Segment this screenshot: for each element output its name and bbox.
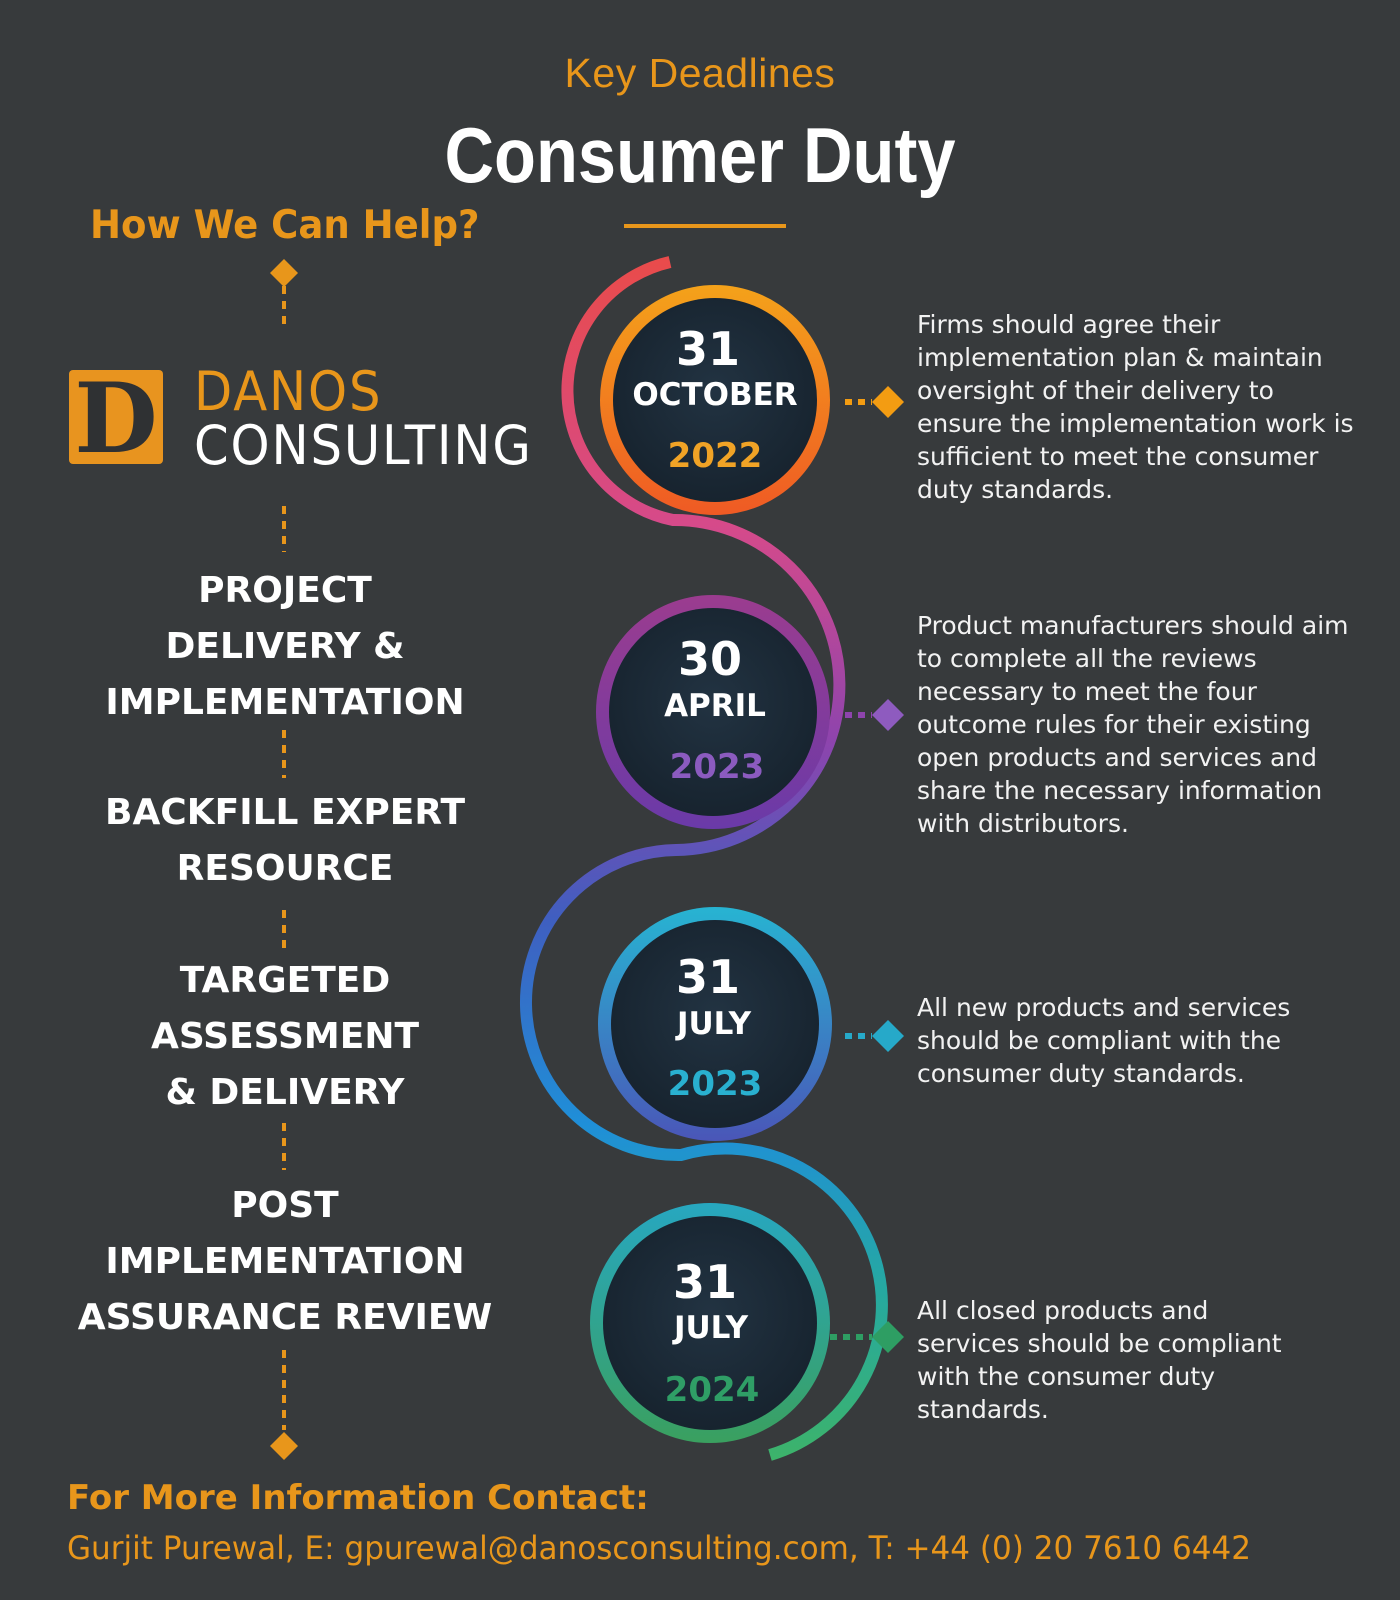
- deadline-circle-3: [598, 907, 832, 1141]
- deadline-4-description: All closed products and services should …: [917, 1296, 1282, 1424]
- danos-logo-mark: [69, 370, 163, 464]
- service-post-implementation: POST IMPLEMENTATION ASSURANCE REVIEW: [60, 1178, 510, 1346]
- deadline-connector-2: [845, 699, 904, 731]
- deadline-2-description: Product manufacturers should aim to comp…: [917, 611, 1349, 838]
- deadline-2-year: 2023: [669, 747, 765, 787]
- service-line: RESOURCE: [176, 848, 394, 889]
- deadline-connector-1: [845, 386, 904, 418]
- service-line: ASSESSMENT: [150, 1016, 420, 1057]
- danos-logo-wordmark-line2: CONSULTING: [194, 414, 533, 477]
- deadline-4-day: 31: [672, 1255, 737, 1309]
- service-line: POST: [231, 1185, 339, 1226]
- diamond-icon: [872, 699, 904, 731]
- deadline-3-year: 2023: [667, 1064, 763, 1104]
- danos-logo-letter: D: [74, 362, 158, 475]
- deadline-circle-2: [596, 595, 830, 829]
- service-line: ASSURANCE REVIEW: [77, 1297, 493, 1338]
- deadline-2-day: 30: [677, 632, 742, 686]
- header-kicker: Key Deadlines: [564, 50, 836, 96]
- service-line: DELIVERY &: [165, 626, 405, 667]
- deadline-3-month: JULY: [676, 1006, 752, 1042]
- service-line: BACKFILL EXPERT: [105, 792, 465, 833]
- deadline-1-description: Firms should agree their implementation …: [917, 310, 1354, 504]
- deadline-2-month: APRIL: [664, 688, 766, 724]
- service-line: PROJECT: [198, 570, 372, 611]
- diamond-top-icon: [270, 259, 298, 287]
- deadline-connector-4: [830, 1321, 904, 1353]
- title-underline: [624, 224, 786, 228]
- service-project-delivery: PROJECT DELIVERY & IMPLEMENTATION: [60, 563, 510, 731]
- contact-details: Gurjit Purewal, E: gpurewal@danosconsult…: [67, 1529, 1251, 1567]
- danos-logo-wordmark-line1: DANOS: [194, 360, 383, 423]
- deadline-connector-3: [845, 1020, 904, 1052]
- help-heading: How We Can Help?: [90, 203, 480, 248]
- timeline-snake-path: [520, 256, 888, 1461]
- diamond-bottom-icon: [270, 1432, 298, 1460]
- service-backfill-resource: BACKFILL EXPERT RESOURCE: [60, 785, 510, 897]
- service-targeted-assessment: TARGETED ASSESSMENT & DELIVERY: [60, 953, 510, 1121]
- service-line: IMPLEMENTATION: [105, 1241, 465, 1282]
- deadline-circle-4: [590, 1203, 830, 1443]
- diamond-icon: [872, 386, 904, 418]
- deadline-1-month: OCTOBER: [632, 377, 798, 413]
- contact-heading: For More Information Contact:: [67, 1478, 649, 1518]
- deadline-4-year: 2024: [664, 1370, 760, 1410]
- service-line: TARGETED: [179, 960, 391, 1001]
- deadline-4-month: JULY: [673, 1310, 749, 1346]
- diamond-icon: [872, 1020, 904, 1052]
- deadline-1-year: 2022: [667, 436, 763, 476]
- service-line: & DELIVERY: [165, 1072, 405, 1113]
- service-line: IMPLEMENTATION: [105, 682, 465, 723]
- deadline-3-description: All new products and services should be …: [917, 993, 1291, 1088]
- deadline-circle-1: [600, 285, 830, 515]
- deadline-3-day: 31: [675, 950, 740, 1004]
- deadline-1-day: 31: [675, 322, 740, 376]
- diamond-icon: [872, 1321, 904, 1353]
- page-title: Consumer Duty: [444, 111, 956, 199]
